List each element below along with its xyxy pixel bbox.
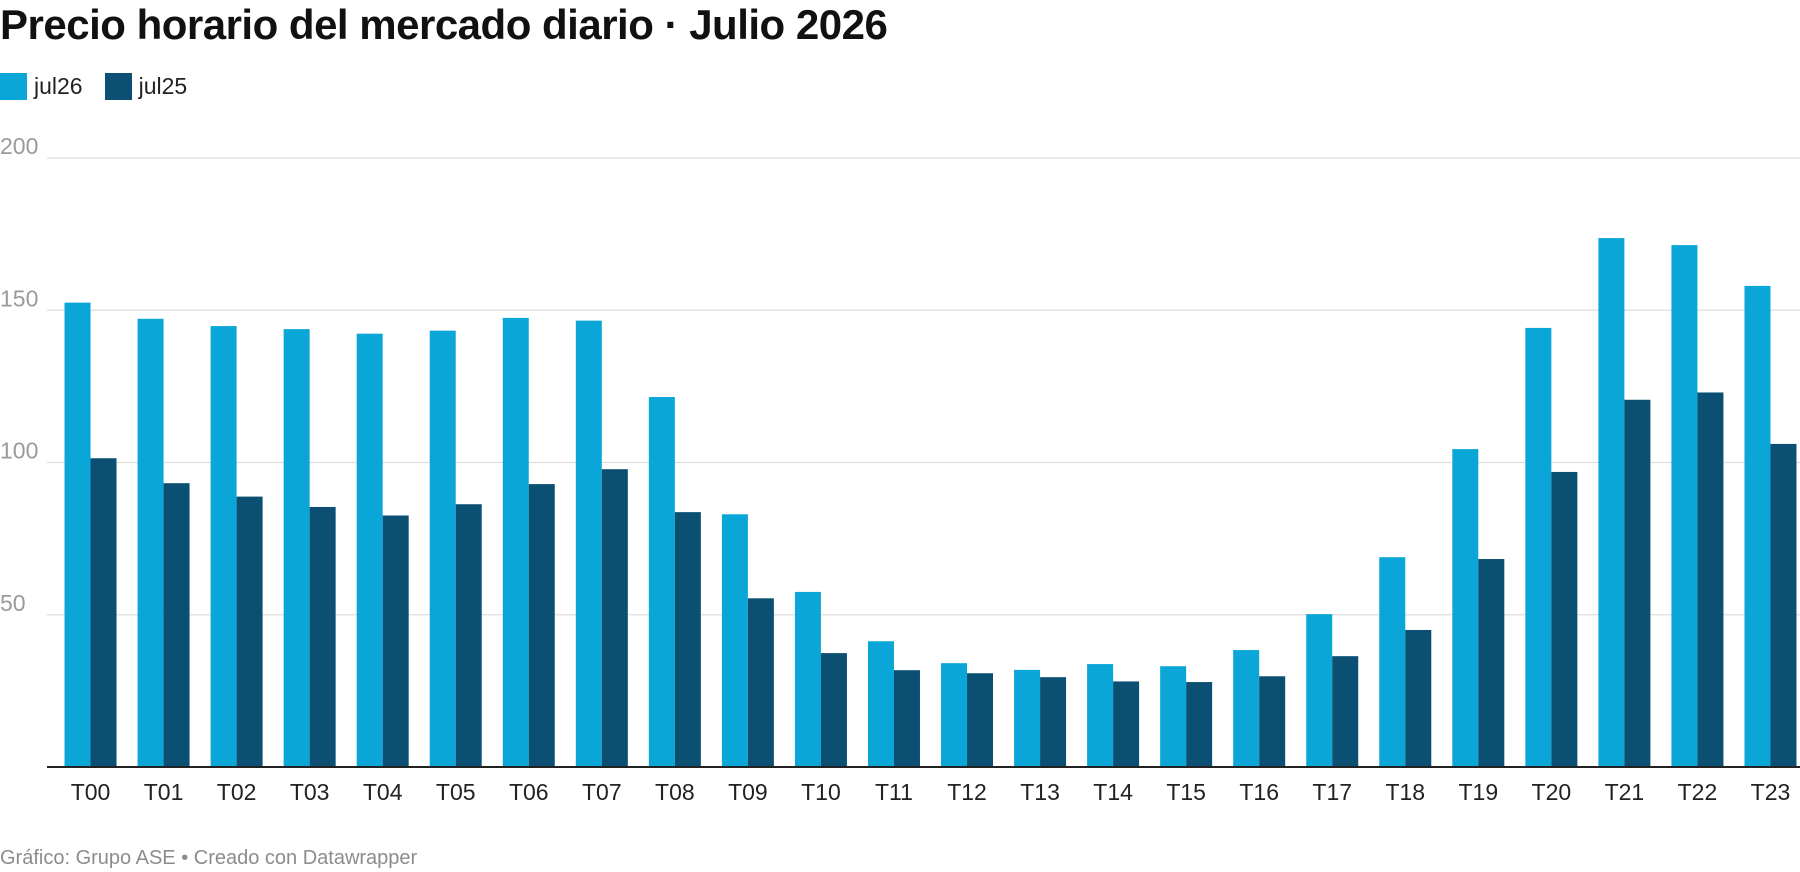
- legend-label-jul26: jul26: [34, 73, 83, 99]
- bar-jul25-T18: [1405, 629, 1432, 767]
- bar-jul26-T21: [1598, 238, 1625, 767]
- bar-jul25-T23: [1770, 443, 1797, 767]
- x-tick-label: T14: [1093, 779, 1133, 800]
- x-tick-label: T20: [1532, 779, 1572, 800]
- bar-jul25-T17: [1332, 656, 1359, 767]
- x-tick-label: T13: [1020, 779, 1060, 800]
- bar-jul25-T02: [236, 496, 263, 767]
- legend-item-jul25: jul25: [104, 73, 188, 100]
- bar-jul26-T03: [283, 329, 310, 767]
- y-axis: 50 100 150 200: [0, 133, 38, 616]
- bar-jul25-T08: [674, 512, 701, 767]
- x-tick-label: T21: [1605, 779, 1645, 800]
- bar-jul25-T22: [1697, 392, 1724, 767]
- grid-lines: [47, 157, 1800, 616]
- bar-jul26-T16: [1233, 650, 1260, 767]
- bar-jul26-T02: [210, 326, 237, 767]
- x-tick-label: T10: [801, 779, 841, 800]
- x-tick-label: T03: [290, 779, 330, 800]
- x-tick-label: T23: [1751, 779, 1791, 800]
- bar-jul26-T10: [794, 591, 821, 767]
- bar-jul26-T18: [1379, 557, 1406, 767]
- x-tick-label: T04: [363, 779, 403, 800]
- x-tick-label: T07: [582, 779, 622, 800]
- bar-jul26-T07: [575, 320, 602, 767]
- bar-jul26-T19: [1452, 449, 1479, 767]
- x-tick-label: T19: [1458, 779, 1498, 800]
- x-tick-label: T22: [1678, 779, 1718, 800]
- legend-swatch-jul25: [104, 73, 132, 100]
- bar-jul25-T20: [1551, 471, 1578, 767]
- x-tick-label: T08: [655, 779, 695, 800]
- bar-jul25-T13: [1040, 677, 1067, 767]
- bar-jul25-T12: [967, 673, 994, 767]
- x-tick-label: T05: [436, 779, 476, 800]
- bar-jul26-T09: [721, 514, 748, 767]
- bar-jul25-T07: [601, 469, 628, 767]
- bar-jul25-T04: [382, 515, 409, 767]
- chart-title: Precio horario del mercado diario · Juli…: [0, 1, 888, 48]
- legend-item-jul26: jul26: [0, 73, 83, 100]
- y-tick-label: 150: [0, 285, 38, 311]
- bar-jul26-T13: [1014, 669, 1041, 767]
- x-axis: T00 T01 T02 T03 T04 T05 T06 T07 T08 T09 T10 T11 T12 T…: [71, 779, 1791, 800]
- bar-jul26-T08: [648, 397, 675, 767]
- bar-jul26-T00: [64, 302, 91, 767]
- x-tick-label: T15: [1166, 779, 1206, 800]
- bar-jul25-T15: [1186, 682, 1213, 767]
- x-tick-label: T06: [509, 779, 549, 800]
- bar-jul26-T11: [867, 641, 894, 767]
- y-tick-label: 100: [0, 438, 38, 464]
- legend-label-jul25: jul25: [138, 73, 188, 99]
- x-tick-label: T12: [947, 779, 987, 800]
- y-tick-label: 200: [0, 133, 38, 159]
- bar-jul25-T00: [90, 458, 117, 767]
- bar-jul25-T11: [893, 670, 920, 767]
- bar-jul25-T21: [1624, 399, 1651, 767]
- bar-jul25-T03: [309, 506, 336, 767]
- x-tick-label: T00: [71, 779, 111, 800]
- legend: jul26 jul25: [0, 73, 209, 100]
- bar-jul26-T22: [1671, 245, 1698, 767]
- chart-footer: Gráfico: Grupo ASE • Creado con Datawrap…: [0, 847, 418, 869]
- bar-jul26-T04: [356, 333, 383, 767]
- x-tick-label: T11: [875, 779, 913, 800]
- bar-jul25-T16: [1259, 676, 1286, 767]
- bar-jul26-T06: [502, 317, 529, 767]
- x-tick-label: T09: [728, 779, 768, 800]
- y-tick-label: 50: [0, 590, 26, 616]
- bar-jul25-T01: [163, 483, 190, 767]
- bar-jul26-T23: [1744, 285, 1771, 767]
- bar-jul26-T17: [1306, 614, 1333, 767]
- bar-jul26-T05: [429, 330, 456, 767]
- bar-jul26-T15: [1160, 666, 1187, 767]
- bar-jul25-T14: [1113, 681, 1140, 767]
- x-tick-label: T17: [1312, 779, 1352, 800]
- legend-swatch-jul26: [0, 73, 27, 100]
- bar-jul25-T10: [820, 653, 847, 767]
- x-tick-label: T18: [1385, 779, 1425, 800]
- bar-jul26-T14: [1087, 664, 1114, 767]
- bars: [64, 238, 1797, 767]
- bar-jul25-T06: [528, 484, 555, 767]
- x-tick-label: T02: [217, 779, 257, 800]
- x-tick-label: T01: [144, 779, 184, 800]
- x-tick-label: T16: [1239, 779, 1279, 800]
- bar-jul25-T09: [747, 598, 774, 767]
- bar-jul26-T20: [1525, 327, 1552, 767]
- bar-jul25-T19: [1478, 559, 1505, 767]
- bar-jul26-T12: [941, 663, 968, 767]
- bar-jul25-T05: [455, 504, 482, 767]
- bar-jul26-T01: [137, 318, 164, 767]
